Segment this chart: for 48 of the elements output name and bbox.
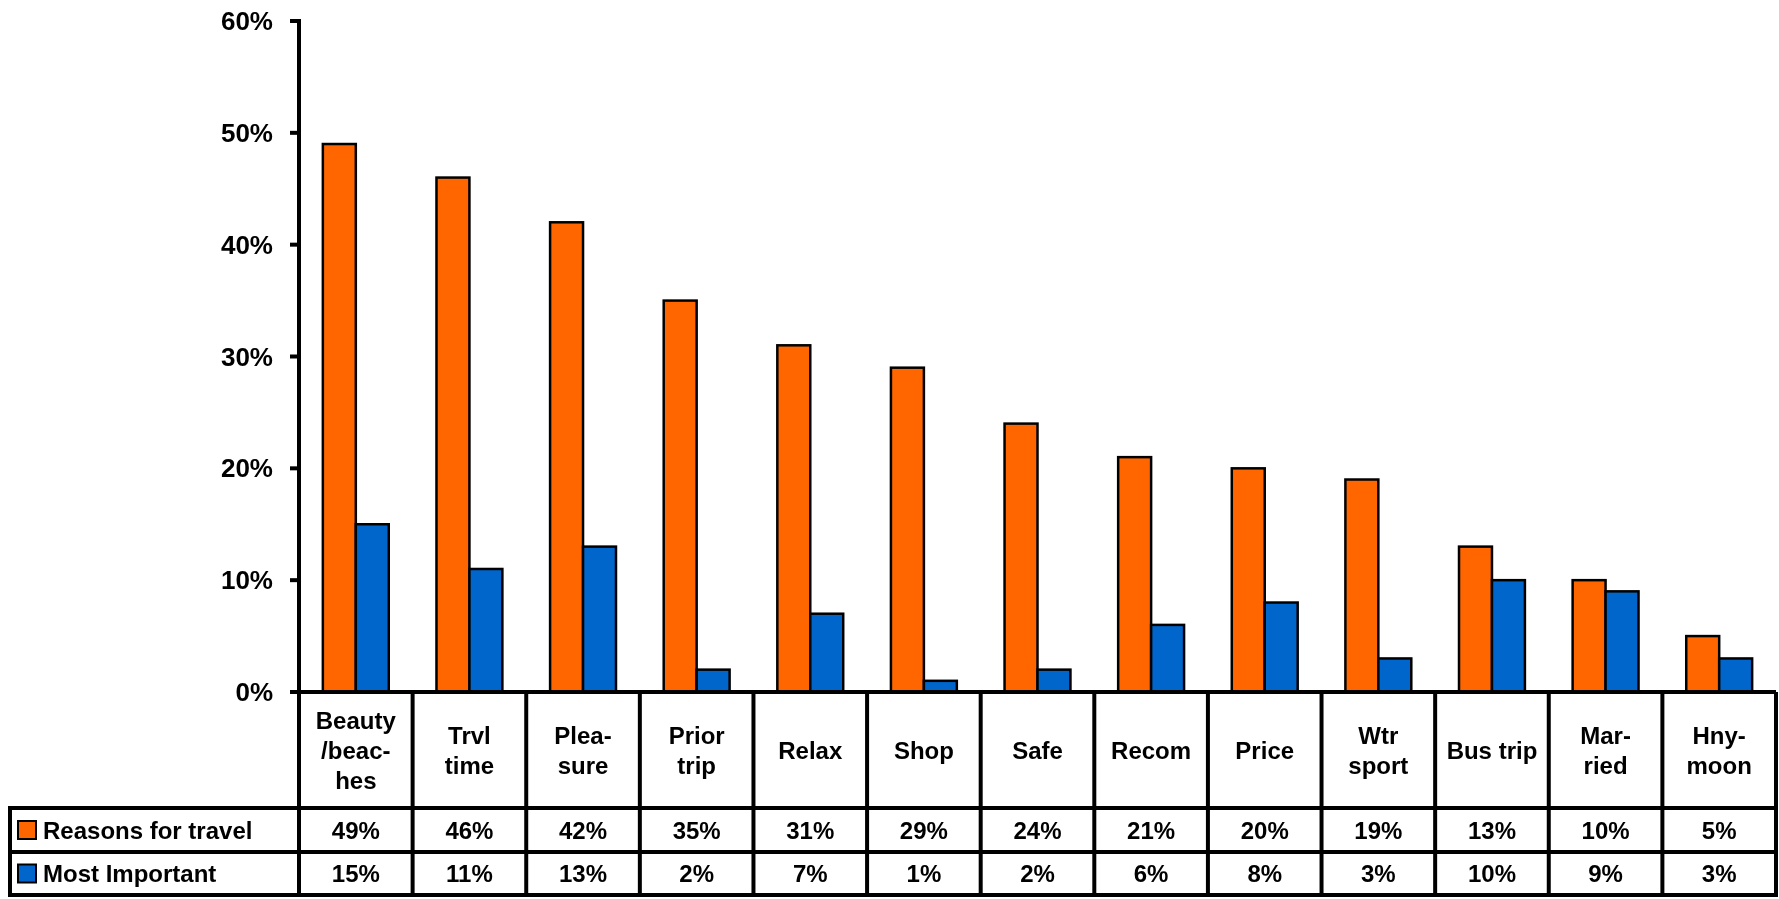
- data-label: 15%: [331, 860, 380, 887]
- data-label: 2%: [1020, 860, 1055, 887]
- data-label: 8%: [1247, 860, 1283, 887]
- y-tick-label: 50%: [220, 117, 273, 148]
- data-label: 24%: [1013, 816, 1062, 844]
- y-tick-label: 10%: [220, 565, 273, 596]
- data-label: 29%: [899, 816, 948, 844]
- data-label: 13%: [1467, 816, 1516, 844]
- data-label: 49%: [331, 816, 380, 844]
- data-label: 10%: [1467, 860, 1516, 887]
- data-label: 10%: [1581, 816, 1630, 844]
- legend-label: Reasons for travel: [43, 816, 253, 844]
- data-label: 21%: [1127, 816, 1176, 844]
- x-tick-label: Hny- moon: [1686, 721, 1752, 779]
- data-label: 3%: [1701, 860, 1737, 887]
- y-tick-label: 30%: [220, 341, 273, 372]
- x-tick-label: Trvl time: [444, 721, 495, 779]
- x-tick-label: Recom: [1111, 736, 1192, 764]
- y-tick-label: 40%: [220, 229, 273, 260]
- data-label: 1%: [906, 860, 942, 887]
- x-tick-label: Shop: [893, 736, 954, 764]
- x-tick-label: Bus trip: [1446, 736, 1538, 764]
- data-label: 3%: [1361, 860, 1396, 887]
- data-label: 11%: [446, 860, 493, 887]
- data-label: 13%: [559, 860, 608, 887]
- x-tick-label: Safe: [1012, 736, 1063, 764]
- x-tick-label: Beauty /beac- hes: [315, 706, 397, 794]
- y-tick-label: 60%: [220, 6, 273, 36]
- data-label: 5%: [1701, 816, 1737, 844]
- data-label: 6%: [1133, 860, 1169, 887]
- data-label: 20%: [1240, 816, 1289, 844]
- legend-label: Most Important: [43, 860, 217, 887]
- data-label: 2%: [679, 860, 714, 887]
- data-label: 35%: [672, 816, 721, 844]
- x-tick-label: Relax: [778, 736, 843, 764]
- y-tick-label: 0%: [235, 677, 273, 707]
- x-tick-label: Plea- sure: [554, 721, 612, 779]
- data-label: 19%: [1354, 816, 1403, 844]
- x-tick-label: Mar- ried: [1580, 721, 1631, 779]
- data-label: 7%: [792, 860, 828, 887]
- data-label: 31%: [786, 816, 835, 844]
- data-label: 46%: [445, 816, 494, 844]
- data-label: 42%: [559, 816, 608, 844]
- x-tick-label: Price: [1235, 736, 1295, 764]
- x-tick-label: Prior trip: [668, 721, 725, 779]
- y-tick-label: 20%: [220, 453, 273, 484]
- data-label: 9%: [1588, 860, 1623, 887]
- x-tick-label: Wtr sport: [1348, 721, 1409, 779]
